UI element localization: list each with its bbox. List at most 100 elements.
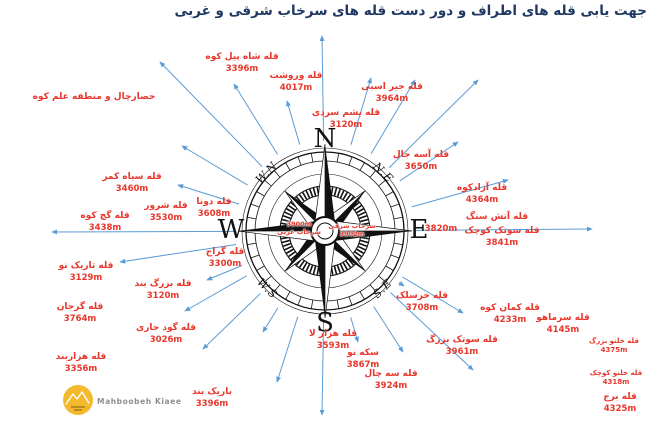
- peak-name: قله هزاربند: [55, 352, 107, 362]
- peak-elevation: 4318m: [602, 378, 630, 387]
- peak-name: قله گچ کوه: [80, 211, 130, 221]
- peak-label: قله شرور 3530m: [144, 201, 187, 224]
- direction-arrows: [51, 35, 593, 416]
- compass-center-west-label: 3900m سرخاب غربی: [277, 220, 321, 237]
- peak-name: قله گرجان: [56, 302, 104, 312]
- page-title: جهت یابی قله های اطراف و دور دست قله های…: [174, 3, 647, 19]
- peak-label: قله وروشت 4017m: [270, 71, 323, 94]
- peak-name: قله تاریک نو: [58, 261, 114, 271]
- peak-elevation: 3530m: [149, 212, 183, 223]
- peak-name: قله خلنو بزرگ: [589, 337, 639, 345]
- peak-label: قله بشم سردی 3120m: [312, 108, 380, 131]
- peak-label: حصارچال و منطقه علم کوه: [33, 92, 156, 104]
- peak-label: قله کمان کوه 4233m: [480, 303, 540, 326]
- peak-label: سکه نو 3867m: [347, 348, 380, 371]
- sorkhab-west-name: سرخاب غربی: [277, 228, 321, 236]
- peak-name: باریک بند: [192, 387, 232, 397]
- mountain-logo-icon: [63, 385, 93, 415]
- peak-elevation: 4145m: [546, 324, 580, 335]
- peak-label: قله دونا 3608m: [196, 197, 231, 220]
- peak-label: قله گچ کوه 3438m: [80, 211, 129, 234]
- peak-elevation: 3300m: [208, 258, 242, 269]
- peak-name: قله برج: [603, 392, 637, 402]
- peak-name: قله آزادکوه: [456, 183, 508, 193]
- peak-elevation: 3593m: [316, 340, 350, 351]
- peak-name: قله هزار لا: [308, 329, 358, 339]
- peak-name: قله گود جاری: [135, 323, 197, 333]
- peak-name: قله سه چال: [364, 369, 418, 379]
- peak-elevation: 3867m: [346, 359, 380, 370]
- peak-name: قله شاه پیل کوه: [205, 52, 279, 62]
- peak-label: قله گرجان 3764m: [57, 302, 104, 325]
- peak-name: قله سوتک کوچک: [464, 226, 540, 236]
- peak-name: قله سرماهو: [536, 313, 590, 323]
- compass-cardinal-s: S: [316, 308, 334, 338]
- peak-label: قله سوتک کوچک 3841m: [465, 226, 540, 249]
- peak-elevation: 3356m: [64, 363, 98, 374]
- peak-label: قله گراج 3300m: [206, 247, 245, 270]
- sorkhab-east-name: سرخاب شرقی: [328, 222, 376, 231]
- peak-name: قله آتش سنگ: [465, 212, 529, 222]
- peak-elevation: 3438m: [88, 222, 122, 233]
- peak-label: قله آسه جال 3650m: [393, 150, 449, 173]
- peak-label: قله گود جاری 3026m: [136, 323, 196, 346]
- peak-elevation: 4375m: [600, 346, 628, 355]
- peak-label: قله سرماهو 4145m: [536, 313, 589, 336]
- peak-label: قله آزادکوه 4364m: [457, 183, 507, 206]
- peak-name: قله بزرگ بند: [134, 279, 192, 289]
- compass-cardinal-e: E: [410, 215, 429, 245]
- peak-label: قله خلنو بزرگ 4375m: [589, 337, 639, 355]
- peak-elevation: 3460m: [115, 183, 149, 194]
- peak-name: سکه نو: [347, 348, 379, 358]
- peak-label: باریک بند 3396m: [192, 387, 232, 410]
- peak-elevation: 3608m: [197, 208, 231, 219]
- peak-elevation: 3764m: [63, 313, 97, 324]
- peak-name: قله دونا: [196, 197, 232, 207]
- peak-label: قله آتش سنگ: [466, 212, 528, 224]
- peak-elevation: 3396m: [225, 63, 259, 74]
- peak-elevation: 3924m: [374, 380, 408, 391]
- peak-name: قله گراج: [205, 247, 245, 257]
- peak-name: قله شرور: [144, 201, 188, 211]
- peak-elevation: 3650m: [404, 161, 438, 172]
- peak-elevation: 3841m: [485, 237, 519, 248]
- peak-elevation: 4364m: [465, 194, 499, 205]
- peak-label: قله سه چال 3924m: [364, 369, 417, 392]
- compass-diagonal-sw: W.S: [254, 276, 280, 302]
- peak-elevation: 3120m: [146, 290, 180, 301]
- peak-elevation: 3396m: [195, 398, 229, 409]
- peak-label: قله خلنو کوچک 4318m: [590, 369, 642, 387]
- peak-name: قله وروشت: [269, 71, 323, 81]
- peak-name: قله جیر اسبی: [361, 82, 423, 92]
- peak-label: قله هزار لا 3593m: [309, 329, 357, 352]
- peak-label: قله سوتک بزرگ 3961m: [426, 335, 498, 358]
- peak-elevation: 3120m: [329, 119, 363, 130]
- peak-label: قله هزاربند 3356m: [56, 352, 107, 375]
- peak-name: قله سوتک بزرگ: [426, 335, 498, 345]
- peak-name: قله کمان کوه: [480, 303, 540, 313]
- peak-name: قله خلنو کوچک: [589, 369, 643, 377]
- peak-elevation: 4233m: [493, 314, 527, 325]
- peak-label: قله سیاه کمر 3460m: [102, 172, 161, 195]
- peak-label: قله بزرگ بند 3120m: [135, 279, 192, 302]
- credit-text: Mahboobeh Kiaee: [97, 397, 182, 406]
- peak-label: قله خرسلک 3708m: [396, 291, 448, 314]
- peak-label: قله جیر اسبی 3964m: [361, 82, 423, 105]
- peak-elevation: 3026m: [149, 334, 183, 345]
- sorkhab-west-elevation: 3900m: [286, 220, 312, 229]
- peak-elevation: 3964m: [375, 93, 409, 104]
- peak-elevation: 3961m: [445, 346, 479, 357]
- peak-name: قله بشم سردی: [311, 108, 381, 118]
- sorkhab-east-elevation: 3902m: [339, 230, 365, 238]
- peak-elevation: 3129m: [69, 272, 103, 283]
- peak-elevation: 4325m: [603, 403, 637, 414]
- compass-cardinal-n: N: [314, 124, 337, 154]
- peak-label: قله تاریک نو 3129m: [59, 261, 114, 284]
- peak-name: قله خرسلک: [396, 291, 448, 301]
- peak-name: قله سیاه کمر: [102, 172, 162, 182]
- peak-name: حصارچال و منطقه علم کوه: [32, 92, 156, 102]
- peak-name: قله آسه جال: [392, 150, 450, 160]
- peak-elevation: 4017m: [279, 82, 313, 93]
